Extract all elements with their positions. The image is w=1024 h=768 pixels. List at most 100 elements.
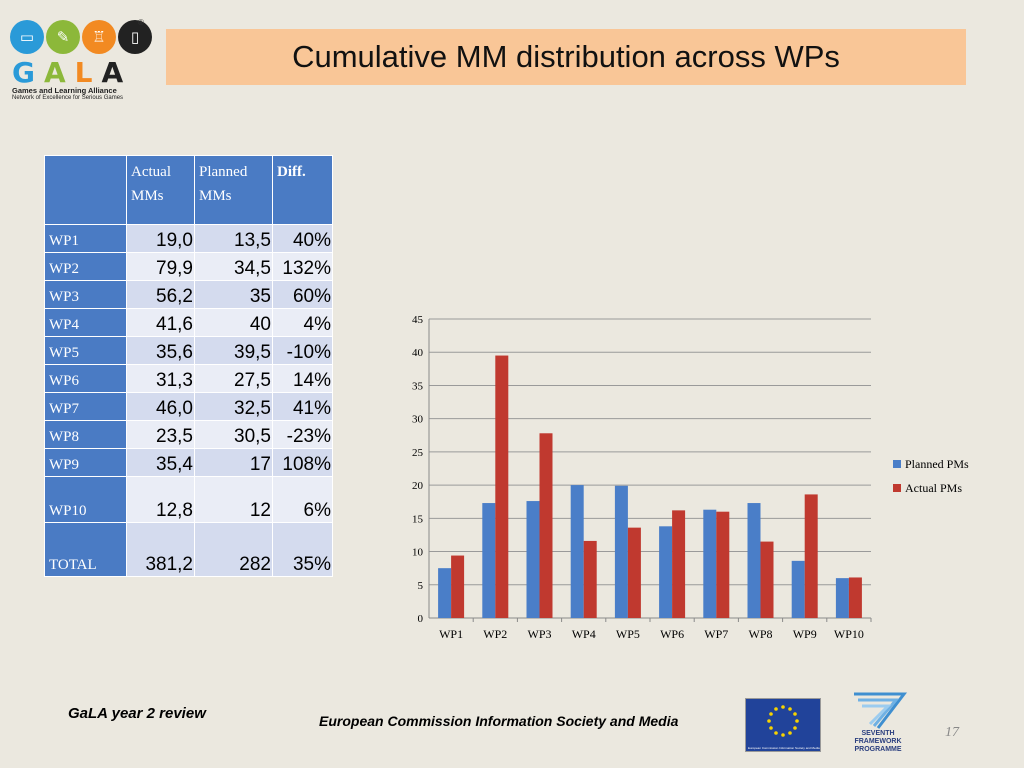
slide-title: Cumulative MM distribution across WPs <box>292 39 840 74</box>
table-row-label: WP1 <box>44 224 127 253</box>
diff-cell: 6% <box>272 476 333 523</box>
planned-mm-cell: 12 <box>194 476 273 523</box>
diff-cell: -23% <box>272 420 333 449</box>
table-row: WP1 19,0 13,5 40% <box>44 224 333 253</box>
joystick-icon: ♖ <box>82 20 116 54</box>
bar-actual-pms <box>583 540 597 618</box>
title-bar: Cumulative MM distribution across WPs <box>166 29 966 85</box>
y-tick-label: 40 <box>412 347 424 359</box>
x-tick-label: WP4 <box>572 627 596 641</box>
diff-cell: 14% <box>272 364 333 393</box>
diff-cell: 60% <box>272 280 333 309</box>
bar-planned-pms <box>526 501 540 618</box>
planned-mm-cell: 32,5 <box>194 392 273 421</box>
table-row-label: WP3 <box>44 280 127 309</box>
logo-subtagline: Network of Excellence for Serious Games <box>12 95 124 101</box>
y-tick-label: 10 <box>412 547 424 559</box>
x-tick-label: WP10 <box>834 627 864 641</box>
mm-table: Actual MMs Planned MMs Diff. WP1 19,0 13,5 40… <box>44 155 333 577</box>
bar-planned-pms <box>791 560 805 618</box>
diff-cell: 108% <box>272 448 333 477</box>
table-header-row: Actual MMs Planned MMs Diff. <box>44 155 333 225</box>
diff-cell: -10% <box>272 336 333 365</box>
y-tick-label: 15 <box>412 513 424 525</box>
table-row-label: WP4 <box>44 308 127 337</box>
actual-mm-cell: 19,0 <box>126 224 195 253</box>
logo-icons: ▭ ✎ ♖ ▯ ® <box>10 18 152 58</box>
table-row-label: TOTAL <box>44 522 127 577</box>
y-tick-label: 0 <box>418 613 424 625</box>
bar-planned-pms <box>747 503 761 618</box>
table-row: WP8 23,5 30,5 -23% <box>44 420 333 449</box>
table-row: WP2 79,9 34,5 132% <box>44 252 333 281</box>
bar-planned-pms <box>570 485 584 618</box>
bar-planned-pms <box>482 503 496 618</box>
fp7-line2: PROGRAMME <box>854 746 902 753</box>
bar-chart: 0 5 10 15 20 25 30 35 40 45 WP1 WP2 WP3 WP4 WP5 WP6 WP7 W… <box>398 308 998 653</box>
planned-mm-cell: 40 <box>194 308 273 337</box>
table-header-actual: Actual MMs <box>126 155 195 225</box>
registered-mark: ® <box>138 18 144 27</box>
bar-actual-pms <box>848 577 862 618</box>
actual-mm-cell: 41,6 <box>126 308 195 337</box>
table-row: TOTAL 381,2 282 35% <box>44 522 333 577</box>
table-row: WP9 35,4 17 108% <box>44 448 333 477</box>
actual-mm-cell: 56,2 <box>126 280 195 309</box>
book-icon: ▯ <box>118 20 152 54</box>
y-tick-label: 20 <box>412 480 424 492</box>
planned-mm-cell: 35 <box>194 280 273 309</box>
x-tick-label: WP1 <box>439 627 463 641</box>
y-tick-label: 35 <box>412 380 424 392</box>
planned-mm-cell: 30,5 <box>194 420 273 449</box>
bar-planned-pms <box>659 526 673 618</box>
pen-icon: ✎ <box>46 20 80 54</box>
diff-cell: 4% <box>272 308 333 337</box>
gala-logo: ▭ ✎ ♖ ▯ ® GALA Games and Learning Allian… <box>10 18 152 104</box>
table-row-label: WP8 <box>44 420 127 449</box>
actual-mm-cell: 31,3 <box>126 364 195 393</box>
table-row-label: WP5 <box>44 336 127 365</box>
fp7-logo: SEVENTH FRAMEWORK PROGRAMME <box>840 688 916 754</box>
bar-actual-pms <box>760 541 774 618</box>
x-tick-label: WP2 <box>483 627 507 641</box>
legend-label: Planned PMs <box>905 457 969 471</box>
table-row: WP4 41,6 40 4% <box>44 308 333 337</box>
planned-mm-cell: 282 <box>194 522 273 577</box>
footer-commission-label: European Commission Information Society … <box>319 713 679 729</box>
bar-actual-pms <box>672 510 686 618</box>
y-tick-label: 25 <box>412 447 424 459</box>
bar-planned-pms <box>614 485 628 618</box>
bar-actual-pms <box>495 355 509 618</box>
diff-cell: 132% <box>272 252 333 281</box>
table-row-label: WP10 <box>44 476 127 523</box>
actual-mm-cell: 35,4 <box>126 448 195 477</box>
footer-review-label: GaLA year 2 review <box>68 705 206 722</box>
eu-flag-caption: European Commission Information Society … <box>748 746 820 750</box>
table-header-empty <box>44 155 127 225</box>
bar-actual-pms <box>539 433 553 618</box>
bar-planned-pms <box>703 509 717 618</box>
planned-mm-cell: 13,5 <box>194 224 273 253</box>
fp7-caption: SEVENTH FRAMEWORK PROGRAMME <box>840 730 916 754</box>
actual-mm-cell: 381,2 <box>126 522 195 577</box>
planned-mm-cell: 17 <box>194 448 273 477</box>
table-row-label: WP9 <box>44 448 127 477</box>
actual-mm-cell: 79,9 <box>126 252 195 281</box>
actual-mm-cell: 46,0 <box>126 392 195 421</box>
table-row: WP6 31,3 27,5 14% <box>44 364 333 393</box>
actual-mm-cell: 23,5 <box>126 420 195 449</box>
monitor-icon: ▭ <box>10 20 44 54</box>
table-header-planned: Planned MMs <box>194 155 273 225</box>
x-tick-label: WP8 <box>749 627 773 641</box>
diff-cell: 40% <box>272 224 333 253</box>
planned-mm-cell: 39,5 <box>194 336 273 365</box>
eu-flag-icon: European Commission Information Society … <box>745 698 821 752</box>
planned-mm-cell: 27,5 <box>194 364 273 393</box>
bar-actual-pms <box>451 555 465 618</box>
y-tick-label: 5 <box>418 580 424 592</box>
legend-swatch <box>893 460 901 468</box>
table-row-label: WP6 <box>44 364 127 393</box>
legend-swatch <box>893 484 901 492</box>
bar-planned-pms <box>835 578 849 618</box>
table-row-label: WP7 <box>44 392 127 421</box>
